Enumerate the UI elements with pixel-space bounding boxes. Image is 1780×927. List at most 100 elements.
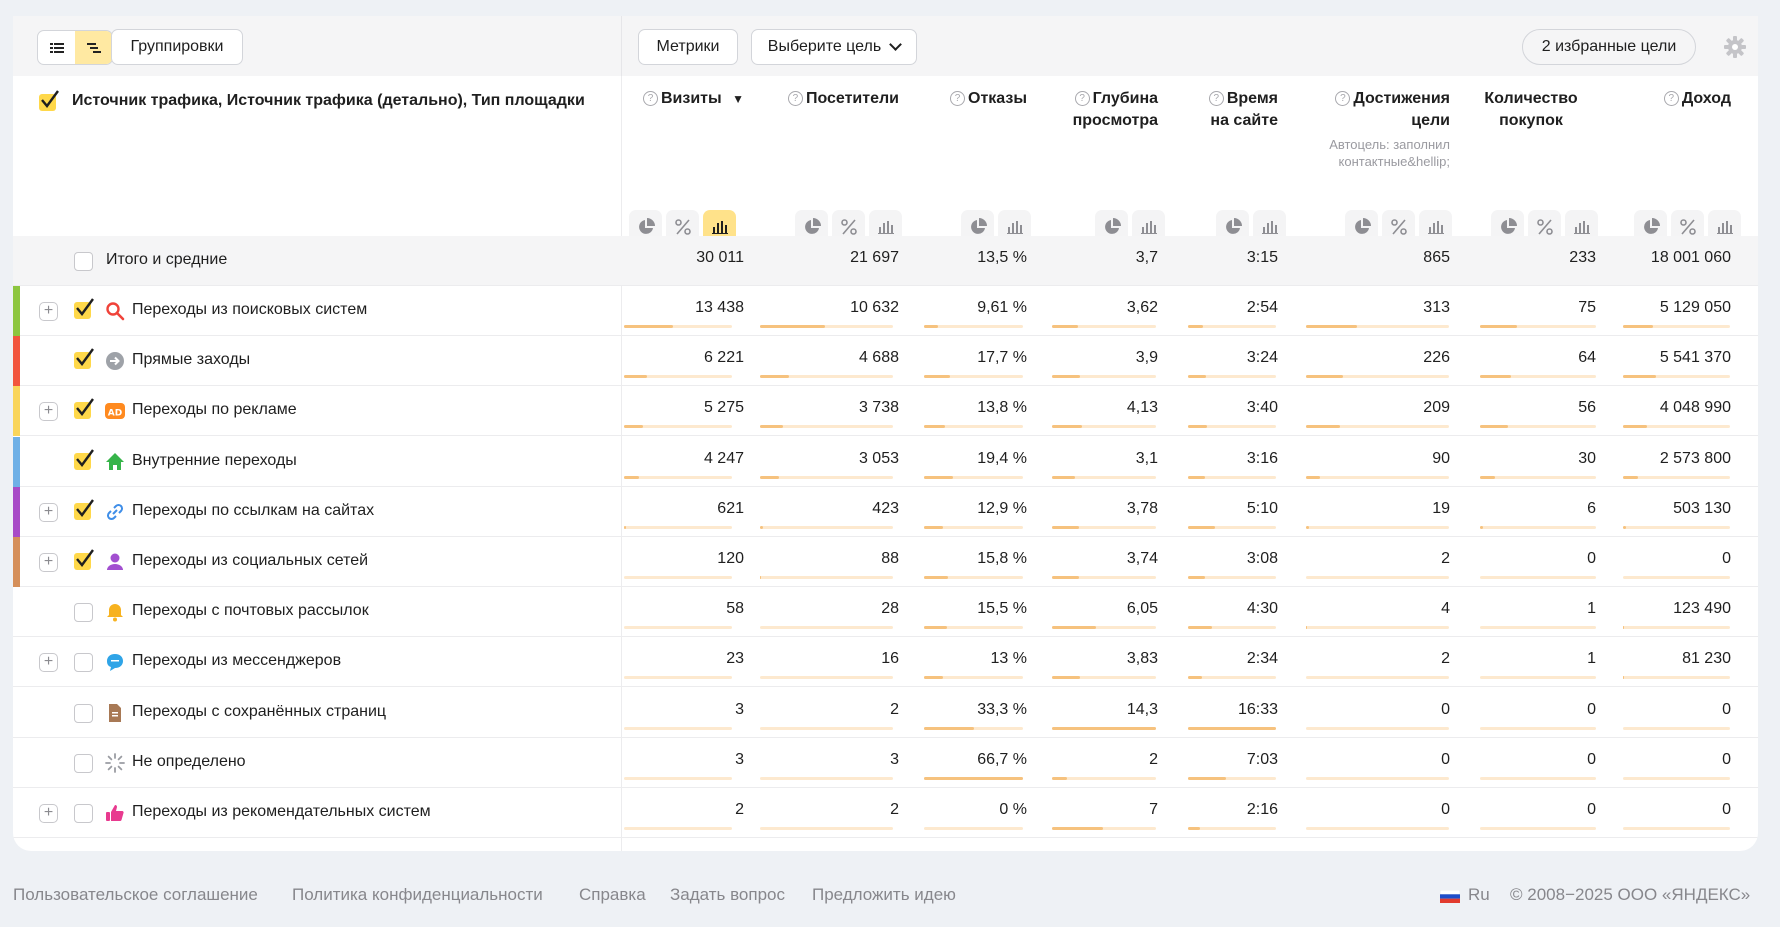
row-checkbox[interactable]	[74, 754, 93, 773]
cell-revenue: 503 130	[1673, 500, 1731, 517]
row-color-stripe	[13, 386, 20, 436]
row-label[interactable]: Переходы по ссылкам на сайтах	[132, 502, 375, 519]
row-label[interactable]: Переходы с сохранённых страниц	[132, 703, 387, 720]
row-label[interactable]: Прямые заходы	[132, 351, 251, 368]
table-row[interactable]: + Переходы из рекомендательных систем 2 2 0 …	[13, 788, 1758, 838]
row-checkbox[interactable]	[74, 252, 93, 271]
view-mode-toggle	[37, 30, 113, 65]
dimension-title[interactable]: Источник трафика, Источник трафика (дета…	[72, 92, 585, 109]
share-bar-fill	[1188, 375, 1206, 378]
report-card: Группировки Метрики Выберите цель 2 избр…	[13, 16, 1758, 851]
language-switch[interactable]: Ru	[1468, 885, 1490, 904]
column-time-on-site[interactable]: ? Время на сайте	[1208, 90, 1278, 129]
help-icon[interactable]: ?	[950, 91, 965, 106]
footer-link-idea[interactable]: Предложить идею	[812, 885, 956, 904]
groupings-button[interactable]: Группировки	[111, 29, 243, 65]
column-visitors[interactable]: ? Посетители	[759, 88, 899, 110]
row-label[interactable]: Не определено	[132, 753, 246, 770]
table-row[interactable]: Переходы с почтовых рассылок 58 28 15,5 % 6,…	[13, 587, 1758, 637]
cell-revenue: 4 048 990	[1659, 399, 1731, 416]
cell-revenue: 0	[1722, 751, 1731, 768]
row-label[interactable]: Переходы из поисковых систем	[132, 301, 368, 318]
table-row[interactable]: Внутренние переходы 4 247 3 053 19,4 % 3,1 3:…	[13, 437, 1758, 487]
column-visits[interactable]: ? Визиты ▼	[604, 88, 744, 110]
row-checkbox[interactable]	[73, 398, 94, 419]
share-bar-visits	[624, 375, 732, 378]
table-row[interactable]: Прямые заходы 6 221 4 688 17,7 % 3,9 3:24 226 6…	[13, 336, 1758, 386]
row-label[interactable]: Переходы из социальных сетей	[132, 552, 369, 569]
cell-goal-reaches: 19	[1432, 500, 1450, 517]
gear-icon[interactable]	[1724, 36, 1746, 58]
expand-icon[interactable]: +	[39, 302, 58, 321]
share-bar-visitors	[760, 777, 893, 780]
cell-purchases: 0	[1587, 801, 1596, 818]
row-label[interactable]: Переходы из мессенджеров	[132, 652, 342, 669]
help-icon[interactable]: ?	[1074, 91, 1090, 106]
share-bar-goal-reaches	[1306, 375, 1449, 378]
share-bar-depth	[1052, 727, 1156, 730]
expand-icon[interactable]: +	[39, 553, 58, 572]
row-checkbox[interactable]	[73, 348, 94, 369]
share-bar-revenue	[1623, 425, 1730, 428]
row-checkbox[interactable]	[73, 549, 94, 570]
home-icon	[105, 452, 125, 472]
cell-time-on-site: 3:08	[1246, 550, 1278, 567]
table-row[interactable]: + Переходы из социальных сетей 120 88 15,8 %…	[13, 537, 1758, 587]
help-icon[interactable]: ?	[1663, 91, 1679, 106]
favorite-goals-button[interactable]: 2 избранные цели	[1522, 29, 1696, 65]
help-icon[interactable]: ?	[787, 91, 803, 106]
table-row[interactable]: + Переходы из поисковых систем 13 438 10 63…	[13, 286, 1758, 336]
row-checkbox[interactable]	[74, 804, 93, 823]
row-checkbox[interactable]	[73, 499, 94, 520]
cell-visits: 3	[735, 751, 744, 768]
row-checkbox[interactable]	[73, 298, 94, 319]
share-bar-goal-reaches	[1306, 526, 1449, 529]
cell-visits: 2	[735, 801, 744, 818]
row-label[interactable]: Переходы с почтовых рассылок	[132, 602, 369, 619]
share-bar-goal-reaches	[1306, 777, 1449, 780]
footer-link-ask[interactable]: Задать вопрос	[670, 885, 785, 904]
column-depth[interactable]: ? Глубина просмотра	[1072, 90, 1158, 129]
table-row[interactable]: + Переходы по ссылкам на сайтах 621 423 12,9…	[13, 487, 1758, 537]
expand-icon[interactable]: +	[39, 804, 58, 823]
share-bar-fill	[924, 777, 1023, 780]
help-icon[interactable]: ?	[642, 91, 658, 106]
row-checkbox[interactable]	[74, 603, 93, 622]
footer-link-terms[interactable]: Пользовательское соглашение	[13, 885, 258, 904]
share-bar-fill	[760, 425, 783, 428]
share-bar-fill	[1480, 325, 1517, 328]
footer-link-privacy[interactable]: Политика конфиденциальности	[292, 885, 543, 904]
row-label[interactable]: Переходы по рекламе	[132, 401, 297, 418]
expand-icon[interactable]: +	[39, 402, 58, 421]
cell-revenue: 81 230	[1682, 650, 1731, 667]
list-view-button[interactable]	[38, 31, 75, 64]
table-row[interactable]: Не определено 3 3 66,7 % 2 7:03 0 0 0	[13, 738, 1758, 788]
share-bar-fill	[1623, 676, 1624, 679]
share-bar-time-on-site	[1188, 827, 1276, 830]
share-bar-fill	[1623, 325, 1653, 328]
share-bar-bounces	[924, 827, 1023, 830]
table-row[interactable]: + AD Переходы по рекламе 5 275 3 738 13,8 % 4,…	[13, 386, 1758, 436]
expand-icon[interactable]: +	[39, 503, 58, 522]
select-all-checkbox[interactable]	[38, 90, 60, 112]
row-checkbox[interactable]	[74, 653, 93, 672]
help-icon[interactable]: ?	[1335, 91, 1351, 106]
row-label[interactable]: Переходы из рекомендательных систем	[132, 803, 431, 820]
table-row[interactable]: + Переходы из мессенджеров 23 16 13 % 3,83 2:3…	[13, 637, 1758, 687]
share-bar-fill	[1480, 375, 1511, 378]
row-checkbox[interactable]	[74, 704, 93, 723]
column-goal-reaches[interactable]: ? Достижения цели Автоцель: заполнил конт…	[1300, 88, 1450, 170]
footer-link-help[interactable]: Справка	[579, 885, 646, 904]
column-purchases[interactable]: Количество покупок	[1484, 90, 1578, 129]
column-revenue[interactable]: ? Доход	[1611, 88, 1731, 110]
table-row[interactable]: Переходы с сохранённых страниц 3 2 33,3 % 14…	[13, 688, 1758, 738]
metrics-button[interactable]: Метрики	[638, 29, 738, 65]
goal-select[interactable]: Выберите цель	[751, 29, 917, 65]
share-bar-time-on-site	[1188, 526, 1276, 529]
expand-icon[interactable]: +	[39, 653, 58, 672]
column-bounces[interactable]: ? Отказы	[907, 88, 1027, 110]
row-label[interactable]: Внутренние переходы	[132, 452, 297, 469]
help-icon[interactable]: ?	[1208, 91, 1224, 106]
row-checkbox[interactable]	[73, 449, 94, 470]
tree-view-button[interactable]	[75, 31, 112, 64]
